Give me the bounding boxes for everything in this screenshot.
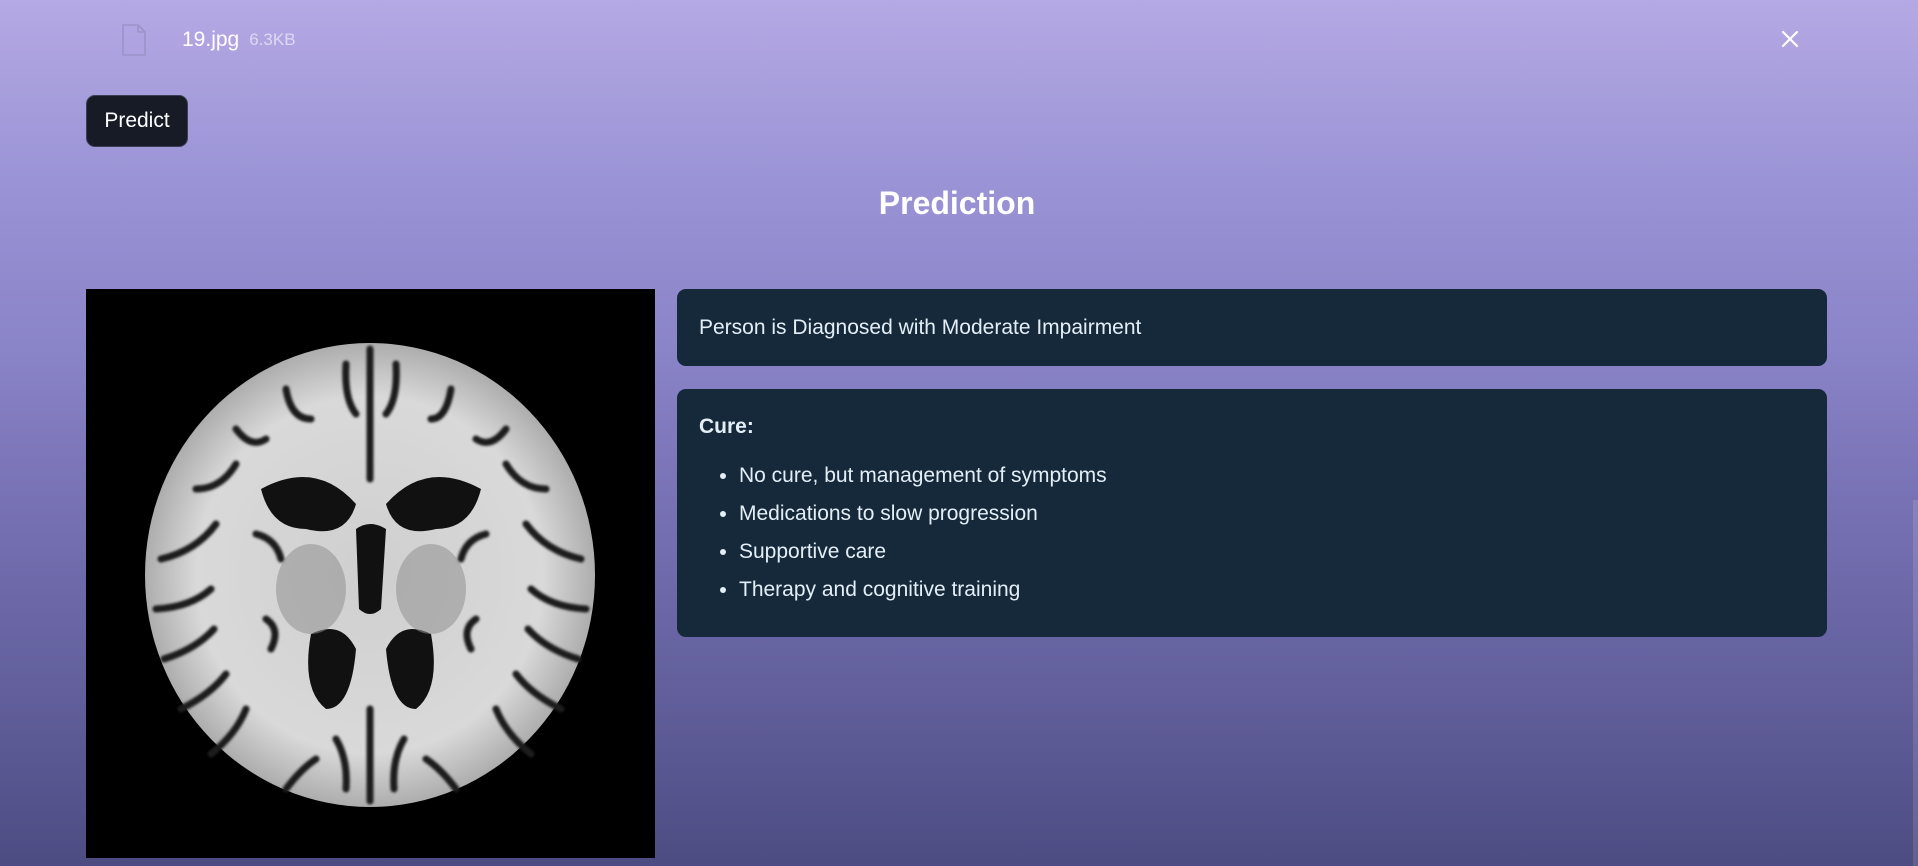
cure-panel: Cure: No cure, but management of symptom… bbox=[677, 389, 1827, 637]
cure-list-item: Supportive care bbox=[739, 533, 1805, 571]
cure-list-item: Medications to slow progression bbox=[739, 495, 1805, 533]
prediction-result-panel: Person is Diagnosed with Moderate Impair… bbox=[677, 289, 1827, 366]
cure-list: No cure, but management of symptoms Medi… bbox=[699, 457, 1805, 609]
page-scrollbar[interactable] bbox=[1913, 500, 1918, 866]
cure-list-item: No cure, but management of symptoms bbox=[739, 457, 1805, 495]
prediction-result-text: Person is Diagnosed with Moderate Impair… bbox=[699, 315, 1142, 339]
mri-scan-image bbox=[86, 289, 655, 858]
uploaded-file-row: 19.jpg 6.3KB bbox=[118, 22, 296, 58]
prediction-title: Prediction bbox=[878, 185, 1036, 221]
predict-button[interactable]: Predict bbox=[86, 95, 188, 147]
close-icon bbox=[1780, 29, 1800, 54]
file-name: 19.jpg bbox=[182, 28, 240, 51]
file-size: 6.3KB bbox=[249, 30, 296, 49]
remove-file-button[interactable] bbox=[1775, 26, 1805, 56]
cure-heading: Cure: bbox=[699, 415, 754, 438]
cure-list-item: Therapy and cognitive training bbox=[739, 571, 1805, 609]
file-icon bbox=[118, 22, 150, 58]
